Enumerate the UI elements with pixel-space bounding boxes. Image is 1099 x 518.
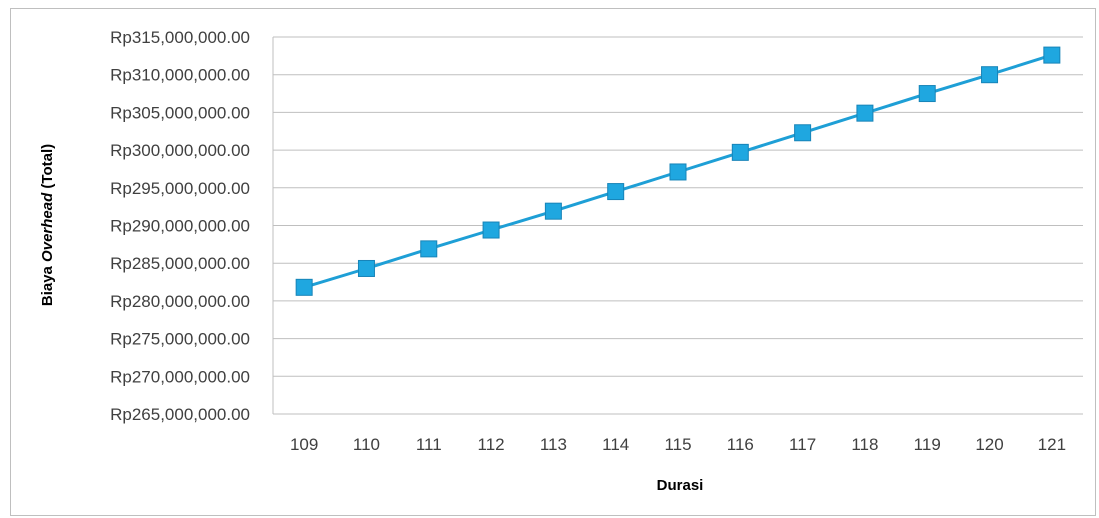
y-tick-label: Rp270,000,000.00 xyxy=(110,367,250,386)
y-tick-label: Rp300,000,000.00 xyxy=(110,141,250,160)
x-tick-label: 116 xyxy=(727,435,754,454)
chart-frame xyxy=(10,8,1096,516)
x-tick-label: 111 xyxy=(416,435,442,454)
data-point-marker xyxy=(794,124,812,142)
data-point-marker xyxy=(544,202,562,220)
x-tick-label: 121 xyxy=(1038,435,1066,454)
data-point-marker xyxy=(607,183,625,201)
y-axis-title-suffix: (Total) xyxy=(39,144,56,193)
y-tick-label: Rp290,000,000.00 xyxy=(110,217,250,236)
x-tick-label: 120 xyxy=(975,435,1003,454)
y-tick-label: Rp265,000,000.00 xyxy=(110,405,250,424)
y-tick-label: Rp285,000,000.00 xyxy=(110,254,250,273)
x-tick-label: 110 xyxy=(353,435,380,454)
y-axis-tick-labels: Rp265,000,000.00 Rp270,000,000.00 Rp275,00… xyxy=(110,28,250,424)
x-tick-label: 118 xyxy=(851,435,878,454)
y-tick-label: Rp315,000,000.00 xyxy=(110,28,250,47)
x-tick-label: 115 xyxy=(664,435,691,454)
x-tick-label: 117 xyxy=(789,435,816,454)
x-axis-title: Durasi xyxy=(657,477,704,494)
series-markers xyxy=(295,46,1061,296)
x-tick-label: 119 xyxy=(914,435,941,454)
y-tick-label: Rp275,000,000.00 xyxy=(110,330,250,349)
y-tick-label: Rp280,000,000.00 xyxy=(110,292,250,311)
data-point-marker xyxy=(856,104,874,122)
data-point-marker xyxy=(669,163,687,181)
y-axis-title-prefix: Biaya xyxy=(39,262,56,306)
data-point-marker xyxy=(981,66,999,84)
data-point-marker xyxy=(918,85,936,103)
x-tick-label: 109 xyxy=(290,435,318,454)
x-tick-label: 113 xyxy=(540,435,567,454)
data-point-marker xyxy=(731,143,749,161)
data-point-marker xyxy=(482,221,500,239)
x-tick-label: 112 xyxy=(478,435,505,454)
data-point-marker xyxy=(420,240,438,258)
y-tick-label: Rp305,000,000.00 xyxy=(110,103,250,122)
x-tick-label: 114 xyxy=(602,435,629,454)
x-axis-tick-labels: 109 110 111 112 113 114 115 116 117 118 119 120 121 xyxy=(290,435,1066,454)
data-point-marker xyxy=(295,278,313,296)
y-tick-label: Rp295,000,000.00 xyxy=(110,179,250,198)
y-axis-title: Biaya Overhead (Total) xyxy=(39,144,56,306)
y-axis-title-italic: Overhead xyxy=(39,192,56,262)
gridlines xyxy=(273,36,1083,377)
y-tick-label: Rp310,000,000.00 xyxy=(110,66,250,85)
data-point-marker xyxy=(357,259,375,277)
data-point-marker xyxy=(1043,46,1061,64)
